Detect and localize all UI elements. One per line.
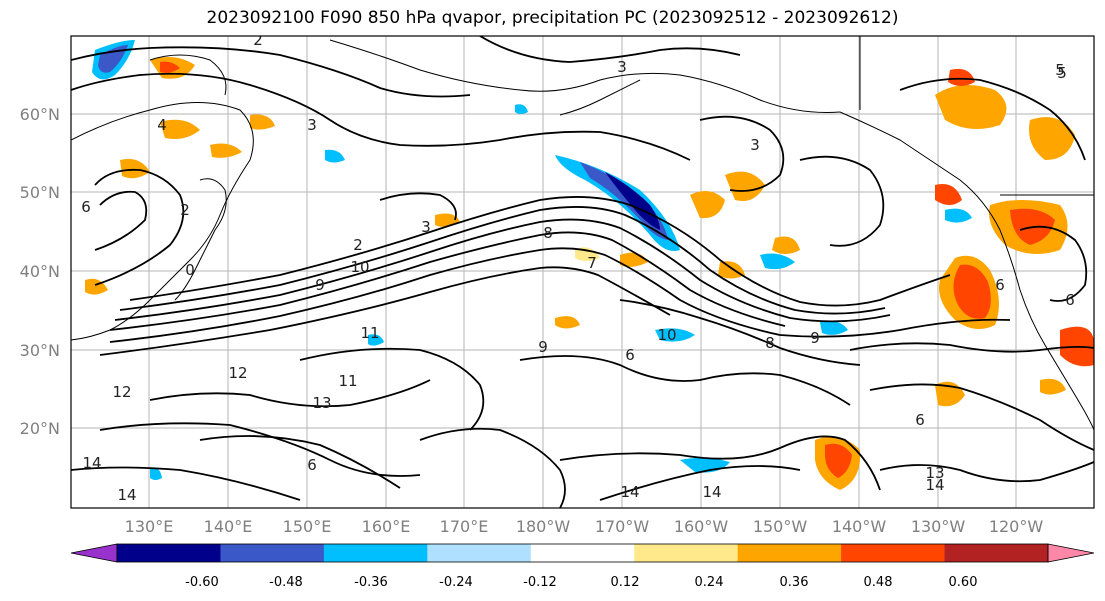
contour-label: 9 bbox=[810, 329, 820, 347]
colorbar bbox=[70, 543, 1095, 563]
colorbar-tick-label: 0.12 bbox=[611, 575, 640, 590]
contour-label: 2 bbox=[253, 31, 263, 49]
coastlines bbox=[71, 36, 1094, 431]
contour-label: 4 bbox=[157, 116, 167, 134]
precip-shading bbox=[85, 40, 1094, 490]
lon-tick-label: 170°E bbox=[440, 517, 489, 536]
contour-label: 14 bbox=[925, 476, 944, 494]
lat-tick-label: 40°N bbox=[20, 262, 60, 281]
gridlines bbox=[71, 36, 1094, 508]
contour-label: 6 bbox=[915, 411, 925, 429]
lat-tick-label: 20°N bbox=[20, 419, 60, 438]
lat-tick-label: 50°N bbox=[20, 183, 60, 202]
contour-label: 0 bbox=[185, 261, 195, 279]
lon-tick-label: 170°W bbox=[595, 517, 650, 536]
contour-label: 10 bbox=[657, 326, 676, 344]
colorbar-tick-label: -0.12 bbox=[523, 575, 557, 590]
colorbar-border bbox=[116, 543, 1049, 563]
colorbar-tick-label: 0.24 bbox=[695, 575, 724, 590]
contour-label: 13 bbox=[312, 394, 331, 412]
contour-label: 3 bbox=[307, 116, 317, 134]
colorbar-swatch bbox=[634, 544, 739, 562]
colorbar-extend-max bbox=[1047, 543, 1095, 563]
lon-tick-label: 120°W bbox=[989, 517, 1044, 536]
colorbar-tick-label: 0.48 bbox=[864, 575, 893, 590]
contour-label: 2 bbox=[353, 236, 363, 254]
colorbar-tick-label: 0.36 bbox=[780, 575, 809, 590]
colorbar-swatch bbox=[737, 544, 842, 562]
contour-label: 3 bbox=[617, 58, 627, 76]
colorbar-swatch bbox=[323, 544, 428, 562]
contour-label: 13 bbox=[925, 464, 944, 482]
contour-lines bbox=[71, 36, 1094, 508]
colorbar-labels: -0.60 -0.48 -0.36 -0.24 -0.12 0.12 0.24 … bbox=[185, 575, 977, 590]
contour-label: 2 bbox=[180, 201, 190, 219]
colorbar-extend-min bbox=[70, 543, 118, 563]
contour-label: 8 bbox=[765, 334, 775, 352]
latitude-axis: 60°N 50°N 40°N 30°N 20°N bbox=[20, 105, 60, 438]
lon-tick-label: 160°E bbox=[362, 517, 411, 536]
lon-tick-label: 130°W bbox=[911, 517, 966, 536]
lon-tick-label: 130°E bbox=[125, 517, 174, 536]
colorbar-swatch bbox=[944, 544, 1049, 562]
contour-label: 14 bbox=[82, 454, 101, 472]
contour-label: 7 bbox=[587, 254, 597, 272]
lon-tick-label: 160°W bbox=[674, 517, 729, 536]
contour-label: 6 bbox=[625, 346, 635, 364]
lon-tick-label: 150°E bbox=[283, 517, 332, 536]
contour-label: 3 bbox=[750, 136, 760, 154]
contour-label: 12 bbox=[228, 364, 247, 382]
contour-label: 5 bbox=[1055, 61, 1065, 79]
lon-tick-label: 180°W bbox=[516, 517, 571, 536]
lat-tick-label: 30°N bbox=[20, 341, 60, 360]
lon-tick-label: 140°W bbox=[832, 517, 887, 536]
contour-label: 12 bbox=[112, 383, 131, 401]
contour-label: 9 bbox=[315, 276, 325, 294]
contour-label: 11 bbox=[360, 324, 379, 342]
contour-label: 3 bbox=[421, 218, 431, 236]
contour-label: 8 bbox=[543, 224, 553, 242]
contour-label: 14 bbox=[620, 483, 639, 501]
contour-label: 14 bbox=[117, 486, 136, 504]
colorbar-swatch bbox=[220, 544, 325, 562]
colorbar-tick-label: -0.36 bbox=[354, 575, 388, 590]
contour-label: 10 bbox=[350, 258, 369, 276]
colorbar-tick-label: -0.24 bbox=[439, 575, 473, 590]
colorbar-tick-label: -0.60 bbox=[185, 575, 219, 590]
colorbar-swatch bbox=[427, 544, 532, 562]
lon-tick-label: 150°W bbox=[753, 517, 808, 536]
lat-tick-label: 60°N bbox=[20, 105, 60, 124]
colorbar-swatch bbox=[530, 544, 635, 562]
contour-label: 9 bbox=[538, 338, 548, 356]
lon-tick-label: 140°E bbox=[204, 517, 253, 536]
colorbar-swatch bbox=[117, 544, 221, 562]
contour-label: 5 bbox=[1057, 64, 1067, 82]
contour-label: 6 bbox=[307, 456, 317, 474]
figure-title: 2023092100 F090 850 hPa qvapor, precipit… bbox=[206, 8, 899, 28]
longitude-axis: 130°E 140°E 150°E 160°E 170°E 180°W 170°… bbox=[125, 517, 1044, 536]
contour-label: 6 bbox=[995, 276, 1005, 294]
map-frame bbox=[70, 35, 1095, 509]
contour-label: 14 bbox=[702, 483, 721, 501]
map-panel bbox=[71, 36, 1094, 508]
colorbar-tick-label: -0.48 bbox=[269, 575, 303, 590]
contour-label: 6 bbox=[1065, 291, 1075, 309]
colorbar-swatch bbox=[841, 544, 946, 562]
contour-label: 11 bbox=[338, 372, 357, 390]
colorbar-tick-label: 0.60 bbox=[949, 575, 978, 590]
contour-label: 6 bbox=[81, 198, 91, 216]
